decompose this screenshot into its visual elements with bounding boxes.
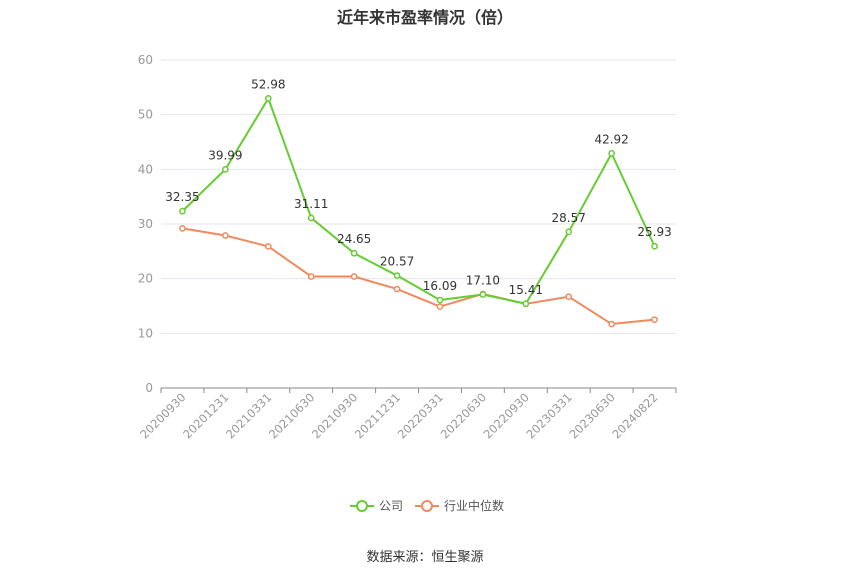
x-tick-label: 20210331 (223, 390, 274, 441)
y-tick-label: 10 (138, 326, 153, 340)
data-point-company (222, 166, 229, 173)
data-point-company (436, 296, 444, 304)
data-point-industry (179, 225, 186, 232)
data-source-note: 数据来源：恒生聚源 (366, 550, 484, 565)
x-tick-label: 20210930 (309, 390, 360, 441)
legend-marker (356, 500, 368, 512)
data-point-company (479, 291, 487, 298)
x-tick-label: 20201231 (180, 390, 231, 441)
y-tick-label: 40 (138, 162, 153, 176)
line-chart: 0102030405060202009302020123120210331202… (137, 53, 677, 513)
y-tick-label: 20 (138, 272, 153, 286)
data-label: 32.35 (165, 190, 199, 204)
data-label: 25.93 (637, 225, 671, 239)
legend-item-company: 公司 (379, 499, 403, 513)
x-tick-label: 20240822 (609, 390, 660, 441)
data-point-company (608, 150, 615, 157)
data-point-company (565, 228, 573, 236)
y-tick-label: 30 (138, 217, 153, 231)
data-point-industry (565, 293, 573, 301)
data-label: 52.98 (251, 77, 285, 91)
x-tick-label: 20230331 (524, 390, 575, 441)
series-line-company (181, 97, 656, 305)
x-tick-label: 20210630 (266, 390, 317, 441)
y-tick-label: 50 (138, 108, 153, 122)
x-tick-label: 20211231 (352, 390, 403, 441)
legend-item-industry: 行业中位数 (444, 498, 504, 513)
data-point-company (393, 272, 401, 279)
data-point-company (522, 300, 530, 308)
data-label: 20.57 (380, 255, 414, 269)
legend-marker (421, 500, 433, 512)
data-point-industry (608, 320, 615, 328)
data-point-industry (436, 303, 444, 310)
data-point-industry (307, 273, 315, 280)
x-tick-label: 20200930 (137, 390, 188, 441)
data-point-company (307, 214, 315, 222)
y-tick-label: 0 (145, 381, 153, 395)
data-point-industry (222, 232, 229, 239)
y-tick-label: 60 (138, 53, 153, 67)
x-tick-label: 20220331 (395, 390, 446, 441)
data-label: 15.41 (509, 283, 543, 297)
data-point-industry (651, 316, 658, 324)
data-label: 16.09 (423, 279, 457, 293)
data-point-company (264, 95, 272, 102)
data-point-industry (393, 285, 401, 293)
x-tick-label: 20220630 (438, 390, 489, 441)
chart-title: 近年来市盈率情况（倍） (336, 8, 513, 27)
data-label: 42.92 (594, 132, 628, 146)
data-label: 24.65 (337, 232, 371, 246)
data-point-company (651, 242, 658, 250)
data-point-industry (350, 273, 358, 280)
data-point-industry (264, 243, 272, 250)
x-tick-label: 20230630 (566, 390, 617, 441)
data-label: 31.11 (294, 197, 328, 211)
data-label: 17.10 (466, 274, 500, 288)
x-tick-label: 20220930 (481, 390, 532, 441)
data-point-company (350, 249, 358, 257)
data-label: 28.57 (552, 211, 586, 225)
data-label: 39.99 (208, 148, 242, 162)
data-point-company (179, 207, 186, 215)
series-line-industry (182, 227, 655, 326)
